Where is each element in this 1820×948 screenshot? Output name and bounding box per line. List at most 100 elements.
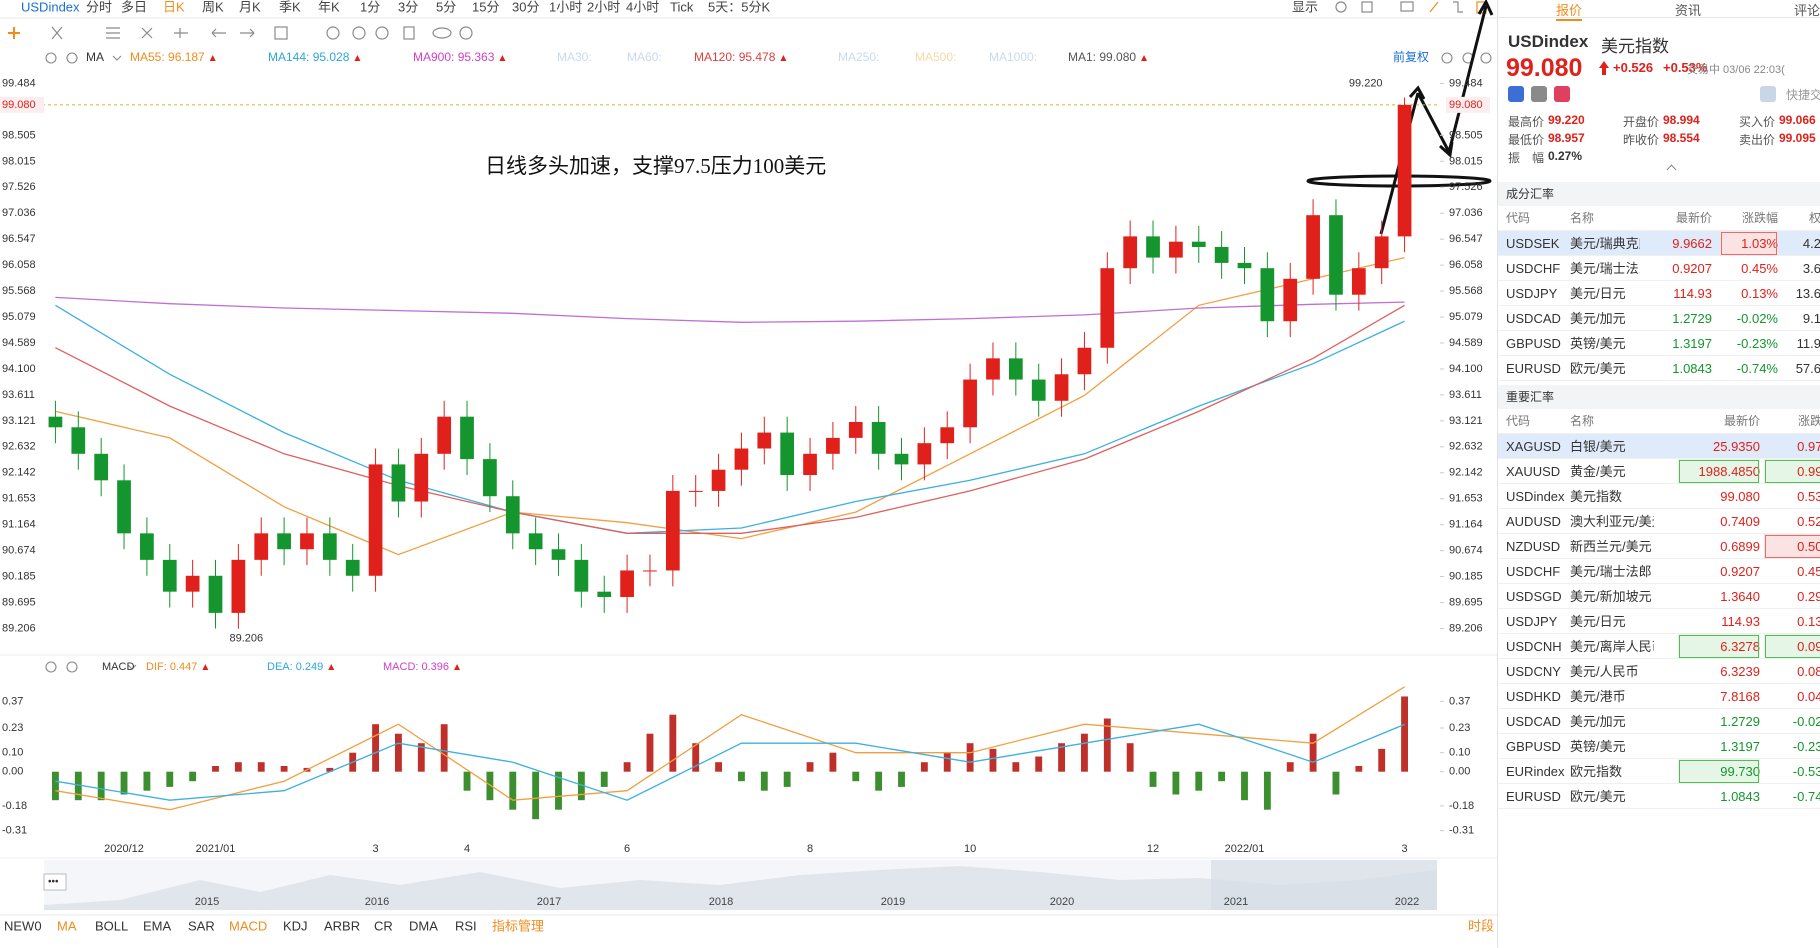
table-row[interactable]: USDHKD 美元/港币 7.8168 0.04% [1498, 684, 1820, 709]
period-tab[interactable]: 季K [279, 0, 301, 14]
stat-label: 最高价 [1508, 115, 1545, 129]
annotation: 日线多头加速，支撑97.5压力100美元 [485, 154, 826, 178]
y-tick-label-left: 96.547 [2, 233, 36, 245]
period-tab[interactable]: 多日 [121, 0, 147, 14]
period-tab[interactable]: 4小时 [626, 0, 659, 14]
period-tab[interactable]: 年K [318, 0, 340, 14]
table-row[interactable]: GBPUSD 英镑/美元 1.3197 -0.23% [1498, 734, 1820, 759]
period-tab[interactable]: 15分 [472, 0, 499, 14]
cell: 0.29% [1797, 589, 1820, 604]
cell: 114.93 [1673, 286, 1712, 301]
cell: USDJPY [1506, 286, 1558, 301]
legend-flag [1141, 55, 1148, 61]
cell: 0.13% [1797, 614, 1820, 629]
candle-body [1054, 374, 1069, 401]
macd-bar [417, 743, 425, 772]
table-row[interactable]: NZDUSD 新西兰元/美元 0.6899 0.50% [1498, 534, 1820, 559]
period-tab[interactable]: 日K [163, 0, 185, 14]
indicator-tab[interactable]: MACD [229, 918, 267, 933]
panel-tab[interactable]: 报价 [1556, 0, 1583, 21]
period-tab[interactable]: 月K [239, 0, 261, 14]
table-row[interactable]: USDindex 美元指数 99.080 0.53% [1498, 484, 1820, 509]
indicator-tab[interactable]: RSI [455, 918, 477, 933]
period-tab[interactable]: 分时 [86, 0, 112, 14]
period-tab[interactable]: Tick [670, 0, 694, 14]
cell: 1.3197 [1720, 739, 1760, 754]
quote-icon[interactable] [1554, 86, 1570, 102]
period-tab[interactable]: 2小时 [587, 0, 620, 14]
period-tab[interactable]: 3分 [398, 0, 418, 14]
ma-legend-item: MA1: 99.080 [1068, 50, 1136, 64]
period-tab[interactable]: 5天：5分K [708, 0, 770, 14]
table-row[interactable]: USDJPY 美元/日元 114.93 0.13% 13.6 [1498, 281, 1820, 306]
table-row[interactable]: USDCHF 美元/瑞士法郎 0.9207 0.45% [1498, 559, 1820, 584]
table-row[interactable]: GBPUSD 英镑/美元 1.3197 -0.23% 11.9 [1498, 331, 1820, 356]
settings-icon [45, 52, 57, 64]
table-row[interactable]: USDCAD 美元/加元 1.2729 -0.02% [1498, 709, 1820, 734]
macd-legend-item: DIF: 0.447 [146, 661, 197, 673]
indicator-tab[interactable]: EMA [143, 918, 172, 933]
table-row[interactable]: USDSEK 美元/瑞典克朗 9.9662 1.03% 4.2 [1498, 231, 1820, 256]
y-tick-label-right: 0.37 [1449, 695, 1470, 707]
current-price-label: 99.080 [2, 99, 36, 111]
cell: -0.74% [1792, 789, 1820, 804]
tool-icon [8, 27, 20, 39]
macd-bar [783, 771, 791, 787]
period-tab[interactable]: 周K [202, 0, 224, 14]
ma-legend-item: MA55: 96.187 [130, 50, 205, 64]
table-row[interactable]: USDJPY 美元/日元 114.93 0.13% [1498, 609, 1820, 634]
indicator-tab[interactable]: CR [374, 918, 393, 933]
navigator-year: 2019 [881, 896, 905, 908]
period-button[interactable]: 时段 [1468, 918, 1494, 933]
indicator-tab[interactable]: MA [57, 918, 77, 933]
indicator-tab[interactable]: 指标管理 [492, 918, 544, 933]
indicator-tab[interactable]: BOLL [95, 918, 128, 933]
indicator-tab[interactable]: ARBR [324, 918, 360, 933]
table-row[interactable]: EURUSD 欧元/美元 1.0843 -0.74% [1498, 784, 1820, 809]
candle-body [1283, 278, 1298, 322]
adjust-label[interactable]: 前复权 [1393, 49, 1429, 64]
ma-legend-item: MA144: 95.028 [268, 50, 350, 64]
table-row[interactable]: AUDUSD 澳大利亚元/美元 0.7409 0.52% [1498, 509, 1820, 534]
macd-bar [669, 714, 677, 772]
candle-body [437, 416, 452, 454]
table-row[interactable]: USDCAD 美元/加元 1.2729 -0.02% 9.1 [1498, 306, 1820, 331]
indicator-tab[interactable]: KDJ [283, 918, 308, 933]
quote-icon[interactable] [1531, 86, 1547, 102]
cell: 美元/日元 [1570, 286, 1626, 301]
panel-tab[interactable]: 评论 [1794, 3, 1820, 18]
period-tab[interactable]: 30分 [512, 0, 539, 14]
macd-bar [120, 771, 128, 795]
cell: 0.6899 [1720, 539, 1760, 554]
display-menu[interactable]: 显示 [1292, 0, 1318, 14]
period-tab[interactable]: 5分 [436, 0, 456, 14]
panel-tab[interactable]: 资讯 [1675, 3, 1702, 18]
table-row[interactable]: EURindex 欧元指数 99.730 -0.53% [1498, 759, 1820, 784]
indicator-tab[interactable]: SAR [188, 918, 215, 933]
legend-flag [454, 664, 461, 670]
table-row[interactable]: USDCHF 美元/瑞士法郎 0.9207 0.45% 3.6 [1498, 256, 1820, 281]
period-tab[interactable]: 1分 [360, 0, 380, 14]
cell: -0.74% [1736, 361, 1778, 376]
indicator-tab[interactable]: NEW0 [4, 918, 42, 933]
indicator-tab[interactable]: DMA [409, 918, 438, 933]
period-tab[interactable]: 1小时 [549, 0, 582, 14]
macd-bar [280, 766, 288, 772]
cell: 57.6 [1795, 361, 1820, 376]
low-label: 89.206 [230, 632, 264, 644]
x-tick-label: 2022/01 [1225, 843, 1265, 855]
table-row[interactable]: USDSGD 美元/新加坡元 1.3640 0.29% [1498, 584, 1820, 609]
alert-icon[interactable] [1760, 86, 1776, 102]
candle-body [803, 453, 817, 476]
table-row[interactable]: USDCNY 美元/人民币 6.3239 0.08% [1498, 659, 1820, 684]
quote-icon[interactable] [1508, 86, 1524, 102]
quick-trade[interactable]: 快捷交 [1786, 88, 1820, 102]
cell: 6.3278 [1678, 634, 1760, 659]
table-row[interactable]: XAGUSD 白银/美元 25.9350 0.97% [1498, 434, 1820, 459]
collapse-caret[interactable] [1666, 164, 1677, 175]
up-arrow [1599, 61, 1609, 68]
table-row[interactable]: EURUSD 欧元/美元 1.0843 -0.74% 57.6 [1498, 356, 1820, 381]
cell: GBPUSD [1506, 739, 1561, 754]
